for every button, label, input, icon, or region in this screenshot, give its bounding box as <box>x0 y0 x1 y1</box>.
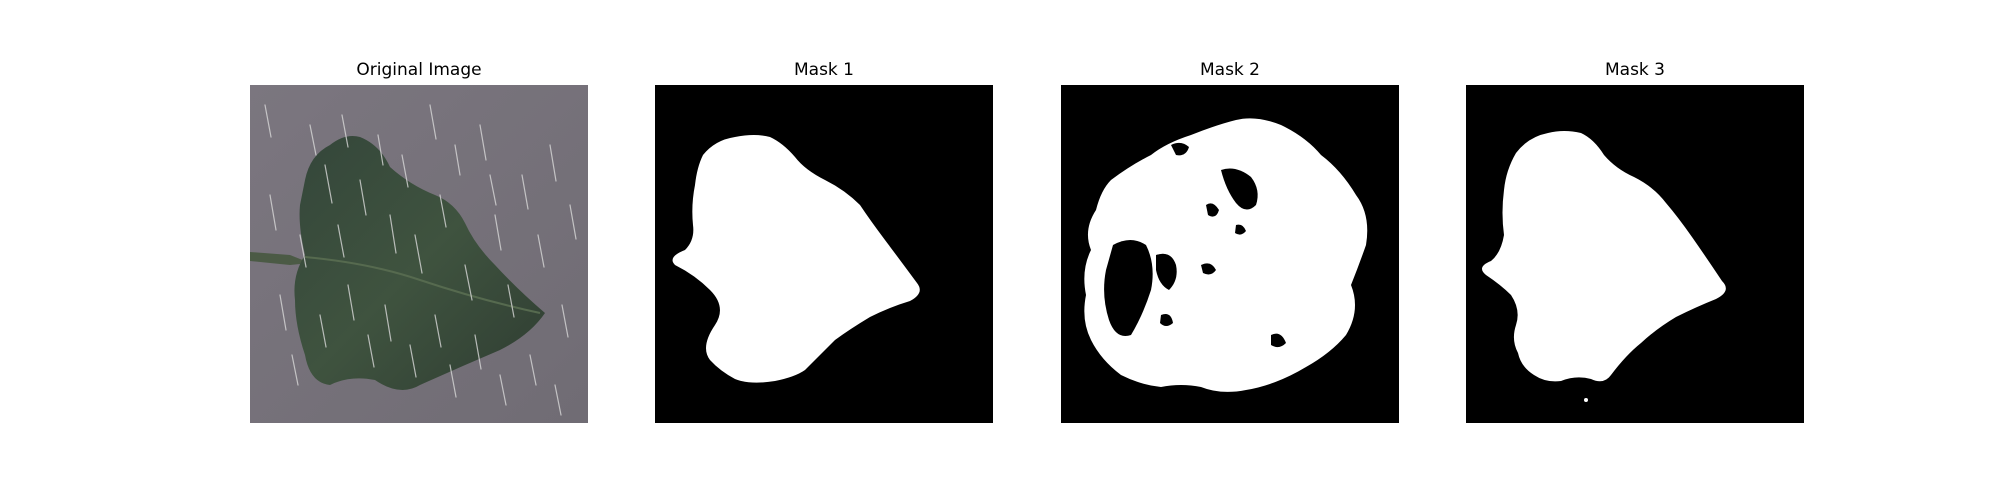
mask-1-title: Mask 1 <box>793 60 854 80</box>
leaf-midrib <box>304 256 541 314</box>
mask-3-title: Mask 3 <box>1604 60 1665 80</box>
mask-1-image <box>655 85 993 423</box>
mask-3-region <box>1482 131 1726 382</box>
mask-3-speck <box>1584 398 1588 402</box>
original-image-panel: Original Image <box>250 58 588 423</box>
mask-2-title: Mask 2 <box>1199 60 1260 80</box>
mask-3-image <box>1466 85 1804 423</box>
leaf-stem <box>250 252 310 265</box>
mask-1-region <box>672 135 920 383</box>
original-image <box>250 85 588 423</box>
rain-streaks <box>264 104 577 416</box>
mask-2-region <box>1084 118 1368 392</box>
mask-3-panel: Mask 3 <box>1466 58 1804 423</box>
mask-1-panel: Mask 1 <box>655 58 993 423</box>
mask-2-panel: Mask 2 <box>1061 58 1399 423</box>
mask-2-image <box>1061 85 1399 423</box>
original-image-title: Original Image <box>356 60 482 80</box>
mask-2-holes <box>1104 142 1286 348</box>
